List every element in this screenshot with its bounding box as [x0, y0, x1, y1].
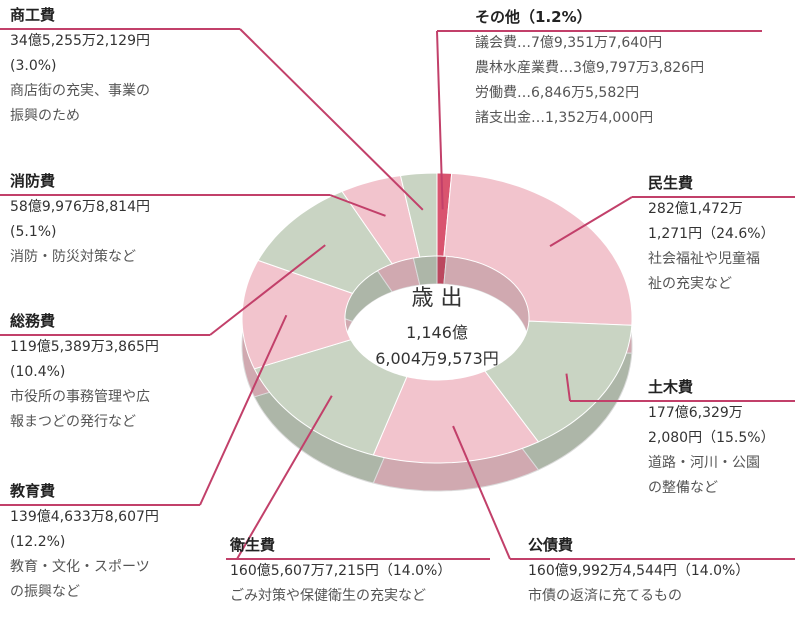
- description: 商店街の充実、事業の: [10, 83, 150, 99]
- label: 衛生費 160億5,607万7,215円（14.0%） ごみ対策や保健衛生の充実など: [226, 395, 490, 604]
- description: 農林水産業費…3億9,797万3,826円: [475, 60, 704, 76]
- category-name: 土木費: [648, 378, 693, 396]
- leader-line: [549, 196, 633, 247]
- description: 市債の返済に充てるもの: [528, 587, 682, 604]
- amount-text: 160億9,992万4,544円: [528, 563, 677, 579]
- description: の振興など: [10, 584, 80, 600]
- description: ごみ対策や保健衛生の充実など: [230, 587, 426, 604]
- amount-text: 282億1,472万: [648, 201, 743, 217]
- category-text: 民生費: [648, 174, 693, 192]
- category-text: 消防費: [10, 172, 55, 190]
- category-text: 土木費: [648, 378, 693, 396]
- category-text: その他: [475, 8, 520, 26]
- wedge: [399, 172, 438, 258]
- amount: 58億9,976万8,814円: [10, 199, 150, 215]
- value-label: (12.2%): [10, 534, 65, 550]
- amount-text: 58億9,976万8,814円: [10, 199, 150, 215]
- description: の整備など: [648, 480, 718, 496]
- value-label: （15.5%）: [702, 430, 774, 446]
- amount-text: 177億6,329万: [648, 405, 743, 421]
- amount: 177億6,329万: [648, 405, 743, 421]
- leader-line: [209, 244, 326, 336]
- value-label: （24.6%）: [702, 226, 774, 242]
- amount: 2,080円（15.5%）: [648, 430, 775, 446]
- description: 教育・文化・スポーツ: [10, 559, 150, 575]
- value-label: （1.2%）: [520, 8, 592, 26]
- category-text: 総務費: [10, 312, 55, 330]
- amount: 119億5,389万3,865円: [10, 339, 159, 355]
- amount-text: 119億5,389万3,865円: [10, 339, 159, 355]
- category-text: 教育費: [9, 482, 55, 500]
- amount-text: 139億4,633万8,607円: [10, 509, 159, 525]
- amount: 160億5,607万7,215円（14.0%）: [230, 563, 451, 579]
- label: 公債費 160億9,992万4,544円（14.0%） 市債の返済に充てるもの: [452, 425, 795, 604]
- category-text: 衛生費: [229, 536, 275, 554]
- label: その他（1.2%） 議会費…7億9,351万7,640円農林水産業費…3億9,79…: [436, 8, 762, 210]
- description: 労働費…6,846万5,582円: [475, 85, 639, 101]
- category-name: 総務費: [10, 312, 55, 330]
- description: 社会福祉や児童福: [648, 250, 760, 267]
- value-label: （14.0%）: [677, 563, 749, 579]
- amount-text: 160億5,607万7,215円: [230, 563, 379, 579]
- category-name: 衛生費: [229, 536, 275, 554]
- description: 祉の充実など: [648, 276, 732, 292]
- leader-line: [452, 425, 511, 560]
- category-name: その他（1.2%）: [475, 8, 592, 26]
- leader-line: [436, 30, 444, 210]
- value-label: （14.0%）: [379, 563, 451, 579]
- description: 道路・河川・公園: [648, 455, 760, 471]
- amount: 34億5,255万2,129円: [10, 33, 150, 49]
- category-name: 消防費: [10, 172, 55, 190]
- label: 消防費 58億9,976万8,814円 (5.1%) 消防・防災対策など: [0, 172, 386, 265]
- category-text: 公債費: [528, 536, 573, 554]
- center-total: 1,146億: [406, 323, 468, 342]
- description: 諸支出金…1,352万4,000円: [475, 110, 653, 126]
- leader-line: [199, 314, 288, 506]
- description: 議会費…7億9,351万7,640円: [475, 34, 662, 51]
- description: 振興のため: [10, 108, 80, 124]
- category-text: 商工費: [10, 6, 55, 24]
- amount: 139億4,633万8,607円: [10, 509, 159, 525]
- category-name: 公債費: [528, 536, 573, 554]
- amount-text: 34億5,255万2,129円: [10, 33, 150, 49]
- description: 消防・防災対策など: [10, 248, 136, 265]
- center-total: 6,004万9,573円: [375, 349, 499, 368]
- value-label: (3.0%): [10, 58, 57, 74]
- leader-line: [565, 373, 571, 402]
- amount-text: 1,271円: [648, 226, 702, 242]
- amount: 160億9,992万4,544円（14.0%）: [528, 563, 749, 579]
- category-name: 教育費: [9, 482, 55, 500]
- leader-line: [236, 395, 333, 560]
- description: 市役所の事務管理や広: [10, 388, 150, 405]
- center-title: 歳 出: [412, 286, 463, 311]
- amount: 1,271円（24.6%）: [648, 226, 775, 242]
- value-label: (10.4%): [10, 364, 65, 380]
- label: 総務費 119億5,389万3,865円 (10.4%) 市役所の事務管理や広報まつど…: [0, 244, 326, 430]
- leader-line: [329, 194, 386, 217]
- amount-text: 2,080円: [648, 430, 702, 446]
- label: 教育費 139億4,633万8,607円 (12.2%) 教育・文化・スポーツの振興な…: [0, 314, 288, 600]
- amount: 282億1,472万: [648, 201, 743, 217]
- value-label: (5.1%): [10, 224, 57, 240]
- category-name: 民生費: [648, 174, 693, 192]
- leader-line: [239, 28, 424, 211]
- description: 報まつどの発行など: [10, 414, 136, 430]
- category-name: 商工費: [10, 6, 55, 24]
